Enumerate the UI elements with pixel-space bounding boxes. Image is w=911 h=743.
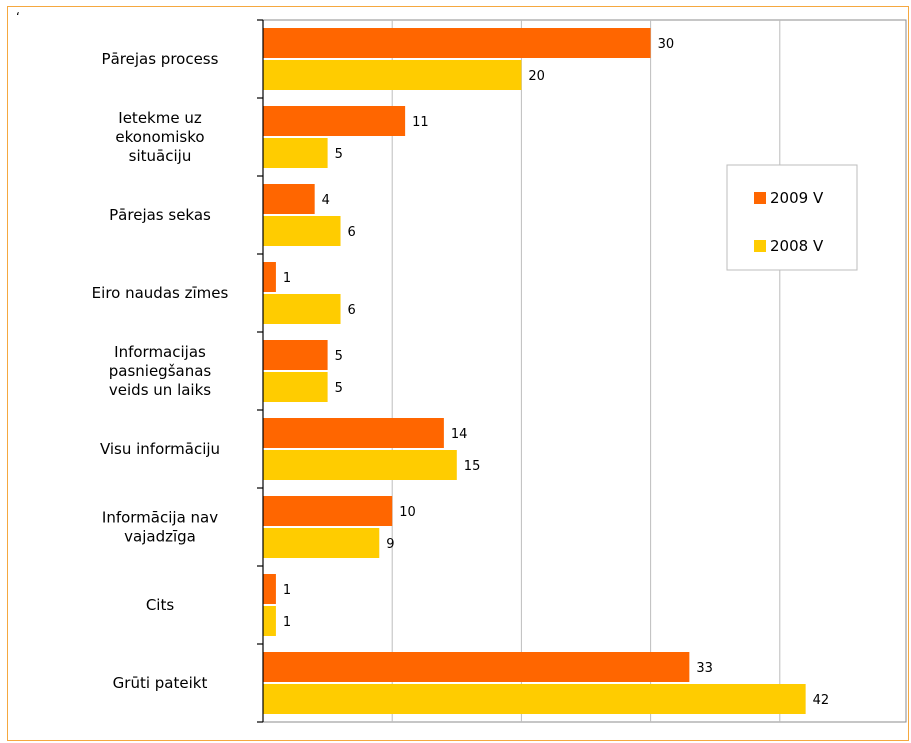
value-label-2008-7: 1 <box>283 615 291 630</box>
bar-2009-8 <box>263 652 690 682</box>
category-label-7-0: Cits <box>146 596 175 614</box>
category-labels: Pārejas process Ietekme uzekonomiskosituā… <box>92 50 229 692</box>
category-label-4-0: Informacijas <box>114 343 206 361</box>
category-label-6-0: Informācija nav <box>102 509 218 527</box>
legend-box <box>726 164 858 271</box>
value-label-2008-5: 15 <box>464 459 481 474</box>
category-label-4-2: veids un laiks <box>109 381 211 399</box>
value-label-2009-4: 5 <box>335 349 343 364</box>
value-label-2009-5: 14 <box>451 427 468 442</box>
bar-2009-5 <box>263 418 444 448</box>
value-label-2008-1: 5 <box>335 147 343 162</box>
bar-2008-7 <box>263 606 276 636</box>
category-label-1-1: ekonomisko <box>115 128 204 146</box>
bars <box>263 28 806 714</box>
bar-2009-4 <box>263 340 328 370</box>
value-label-2009-6: 10 <box>399 505 416 520</box>
value-label-2009-2: 4 <box>322 193 330 208</box>
legend: 2009 V 2008 V <box>726 164 858 271</box>
corner-mark: ‘ <box>16 10 20 24</box>
bar-2008-6 <box>263 528 380 558</box>
value-label-2008-2: 6 <box>348 225 356 240</box>
bar-2009-7 <box>263 574 276 604</box>
category-label-1-0: Ietekme uz <box>118 109 202 127</box>
bar-2009-6 <box>263 496 393 526</box>
category-label-0-0: Pārejas process <box>102 50 219 68</box>
value-label-2009-8: 33 <box>696 661 713 676</box>
legend-label-2009: 2009 V <box>770 189 824 207</box>
value-label-2008-8: 42 <box>813 693 830 708</box>
bar-2008-8 <box>263 684 806 714</box>
value-label-2009-7: 1 <box>283 583 291 598</box>
value-label-2008-6: 9 <box>386 537 394 552</box>
gridlines <box>262 19 907 723</box>
bar-2008-3 <box>263 294 341 324</box>
category-label-5-0: Visu informāciju <box>100 440 220 458</box>
value-label-2009-3: 1 <box>283 271 291 286</box>
bar-2009-2 <box>263 184 315 214</box>
bar-2008-0 <box>263 60 522 90</box>
bar-2008-4 <box>263 372 328 402</box>
bar-2008-5 <box>263 450 457 480</box>
value-label-2008-3: 6 <box>348 303 356 318</box>
bar-2008-1 <box>263 138 328 168</box>
y-axis <box>257 19 264 723</box>
category-label-1-2: situāciju <box>129 147 192 165</box>
value-label-2008-4: 5 <box>335 381 343 396</box>
value-label-2009-1: 11 <box>412 115 429 130</box>
legend-label-2008: 2008 V <box>770 237 824 255</box>
legend-swatch-2009 <box>754 192 766 204</box>
legend-swatch-2008 <box>754 240 766 252</box>
value-label-2009-0: 30 <box>658 37 675 52</box>
category-label-4-1: pasniegšanas <box>109 362 212 380</box>
category-label-3-0: Eiro naudas zīmes <box>92 284 229 302</box>
category-label-6-1: vajadzīga <box>124 528 196 546</box>
category-label-2-0: Pārejas sekas <box>109 206 211 224</box>
bar-2008-2 <box>263 216 341 246</box>
value-label-2008-0: 20 <box>528 69 545 84</box>
bar-2009-3 <box>263 262 276 292</box>
bar-2009-0 <box>263 28 651 58</box>
category-label-8-0: Grūti pateikt <box>113 674 208 692</box>
bar-2009-1 <box>263 106 406 136</box>
chart-frame <box>7 6 909 741</box>
